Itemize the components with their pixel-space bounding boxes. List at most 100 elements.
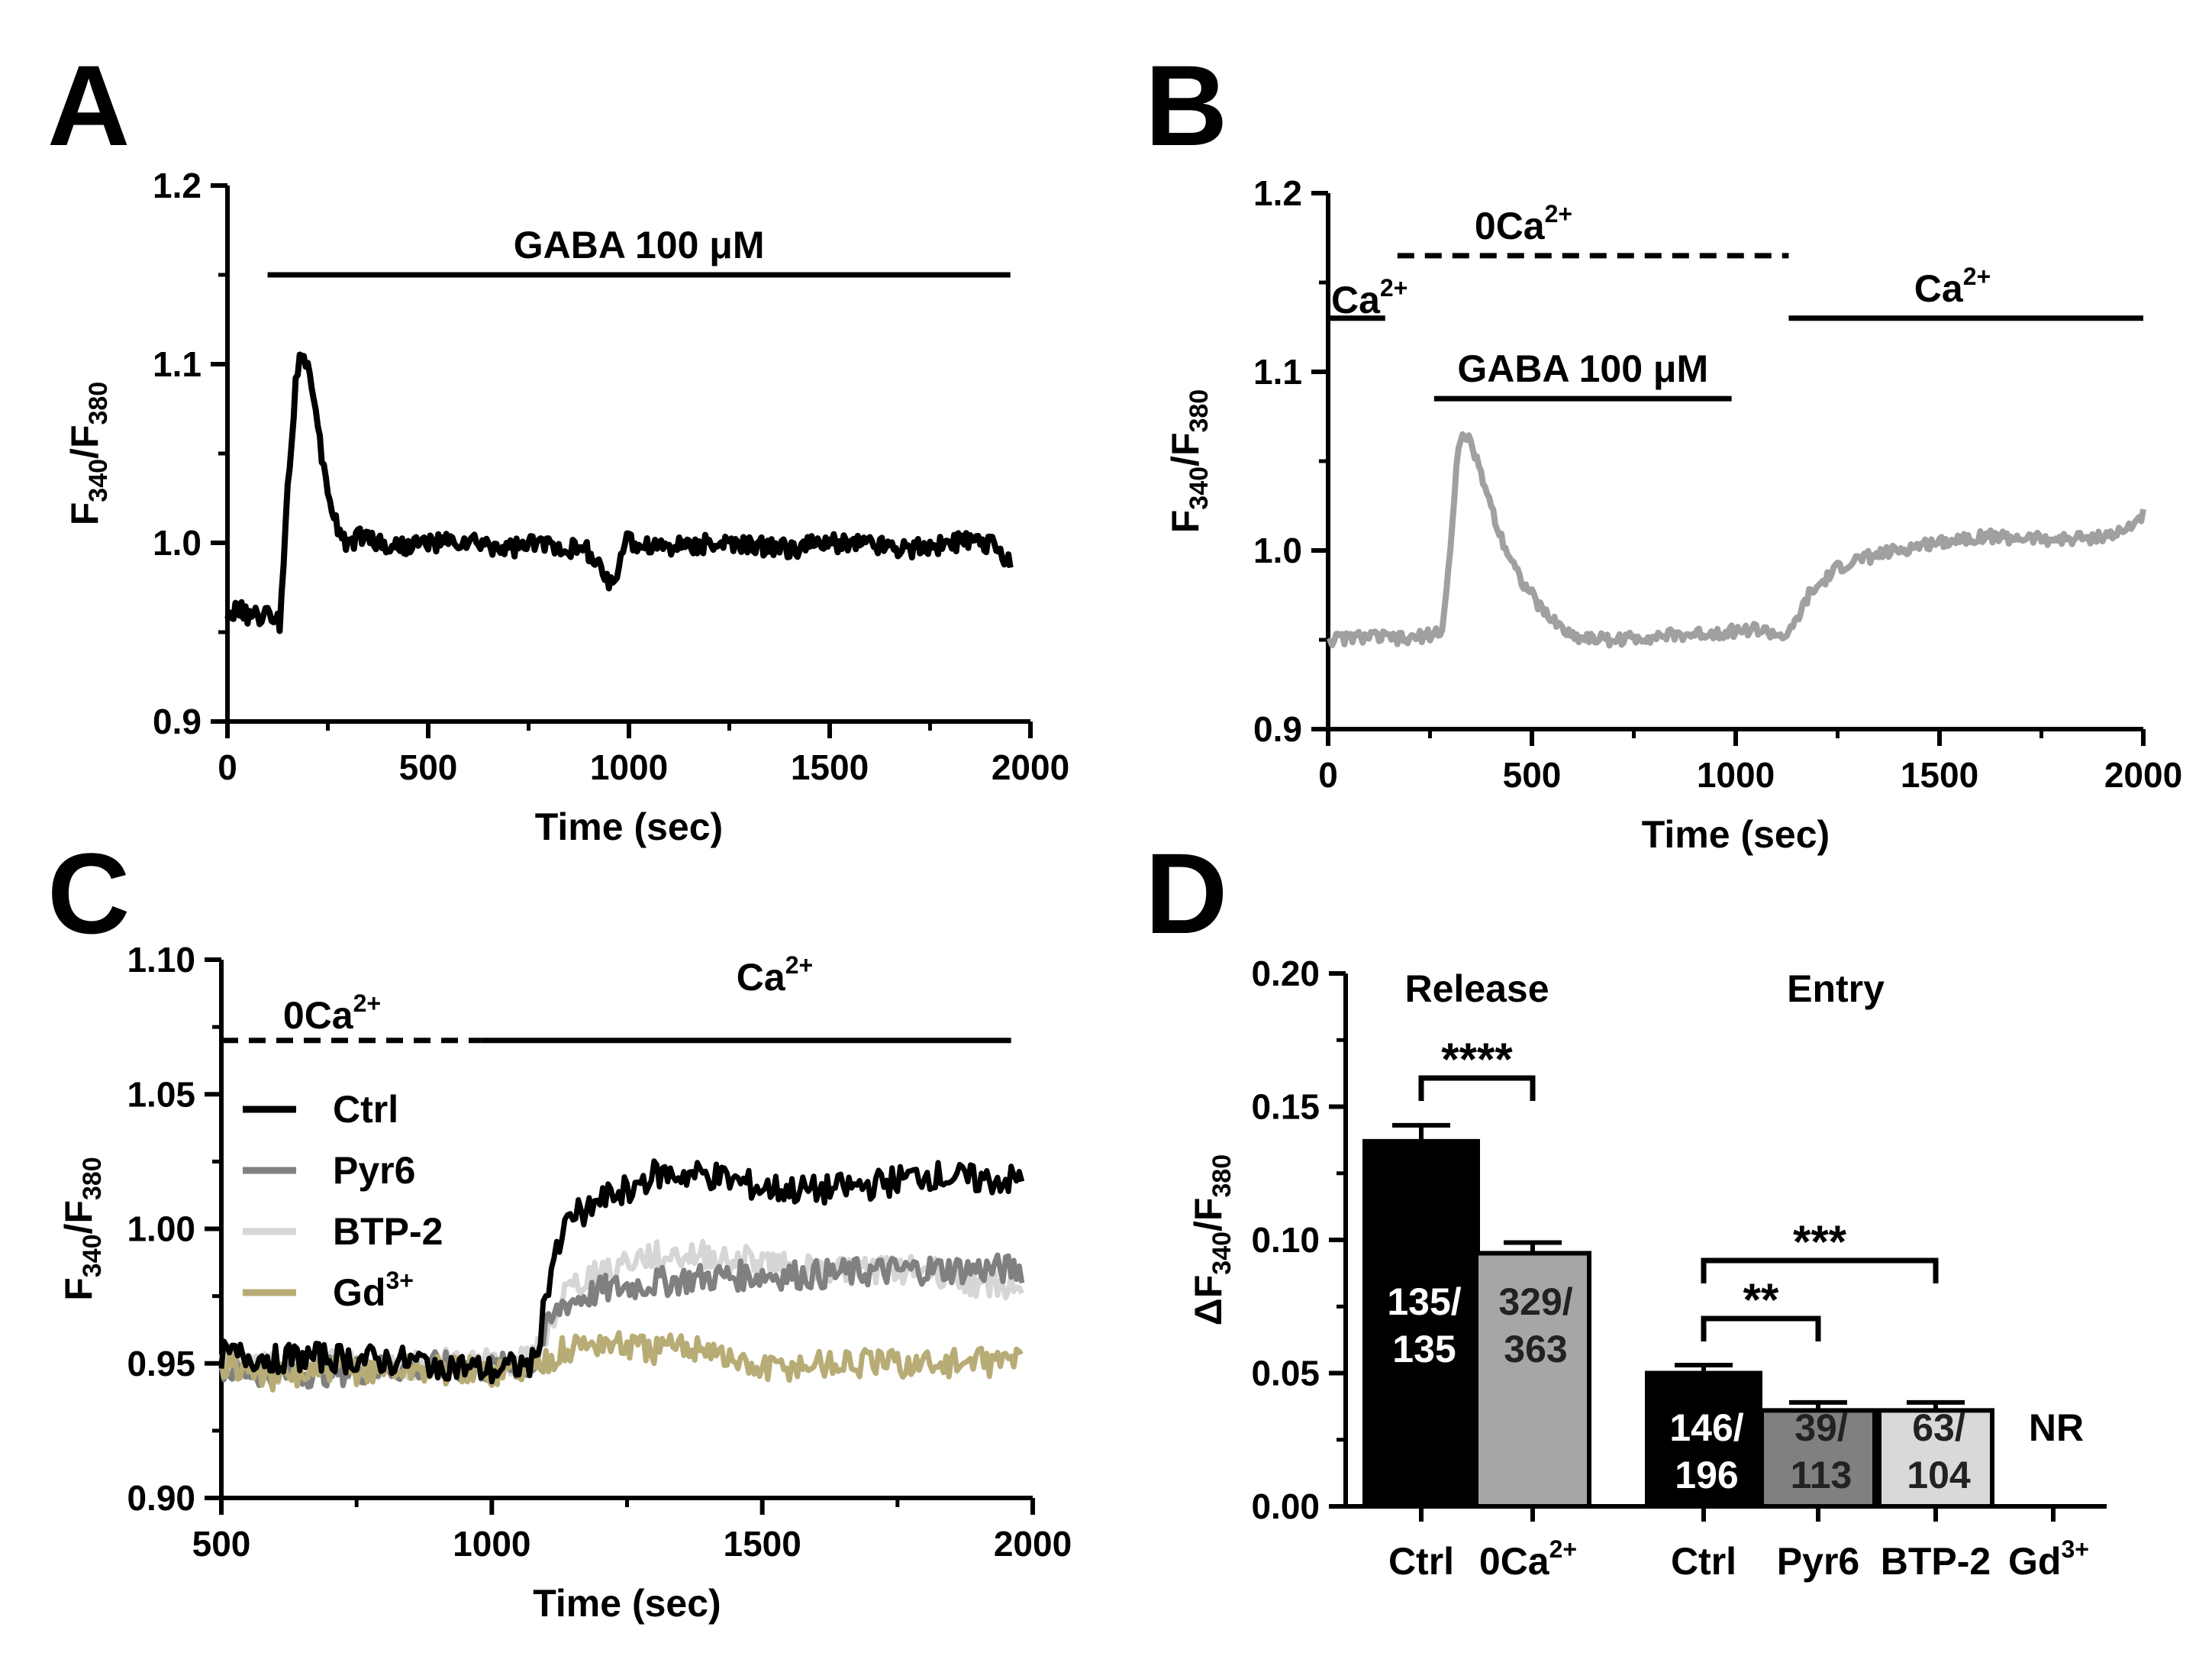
panel-letter-d: D xyxy=(1145,829,1227,957)
panel-d-bar-label-0ca2-1-line1: 329/ xyxy=(1498,1280,1572,1323)
panel-c-legend-label-gd3-sup: 3+ xyxy=(385,1267,413,1294)
panel-d-bar-label-pyr6-3-line1: 39/ xyxy=(1794,1406,1848,1449)
panel-a-y-axis-label-main: F xyxy=(63,502,106,526)
panel-c-legend-label-ctrl: Ctrl xyxy=(333,1088,398,1131)
panel-d-y-axis-label-slash: /F xyxy=(1187,1198,1230,1232)
panel-b-annotation-ca: Ca2+ xyxy=(1331,274,1407,321)
panel-c-x-tick-label: 1000 xyxy=(453,1524,530,1564)
panel-c-y-axis-label-sub2: 380 xyxy=(78,1157,107,1200)
panel-d-x-tick-label-pyr6-3: Pyr6 xyxy=(1777,1540,1859,1583)
panel-c-legend-label-gd3: Gd3+ xyxy=(333,1267,414,1314)
panel-d-y-tick-label: 0.05 xyxy=(1251,1354,1320,1393)
panel-b-annotation-ca-sup: 2+ xyxy=(1380,274,1407,302)
panel-d-bar-label-ctrl-0-line1: 135/ xyxy=(1387,1280,1461,1323)
panel-a-x-tick-label: 500 xyxy=(399,747,458,787)
panel-d-y-axis-label-main: ΔF xyxy=(1187,1275,1230,1325)
panel-c-annotation-zero-ca-sup: 2+ xyxy=(353,989,381,1017)
panel-d-bar-label-0ca2-1-line2: 363 xyxy=(1504,1328,1567,1370)
panel-d-y-tick-label: 0.15 xyxy=(1251,1087,1320,1127)
panel-b-annotation-ca-main: Ca xyxy=(1914,267,1964,310)
panel-b-y-tick-label: 1.2 xyxy=(1253,173,1302,213)
panel-b-annotation-ca: Ca2+ xyxy=(1914,263,1991,310)
panel-d-bar-label-pyr6-3-line2: 113 xyxy=(1791,1454,1852,1496)
panel-b-annotation-ca-main: Ca xyxy=(1331,279,1381,321)
panel-d-bar-label-ctrl-2-line2: 196 xyxy=(1675,1454,1738,1496)
panel-a-x-axis-label: Time (sec) xyxy=(535,805,723,848)
panel-a-annotation-gaba: GABA 100 μM xyxy=(514,224,765,266)
panel-c-y-tick-label: 0.95 xyxy=(127,1344,195,1383)
panel-a-y-axis-label-sub1: 340 xyxy=(84,459,113,502)
panel-b-series-trace xyxy=(1326,431,2146,649)
panel-b-y-tick-label: 1.1 xyxy=(1253,352,1302,392)
panel-d-x-tick-label-0ca2-1-main: 0Ca xyxy=(1479,1540,1550,1583)
panel-d-bar-0ca2-1 xyxy=(1474,1251,1591,1509)
panel-a-x-tick-label: 2000 xyxy=(992,747,1069,787)
panel-a-y-axis-label-sub2: 380 xyxy=(84,382,113,425)
panel-d-x-tick-label-0ca2-1-sup: 2+ xyxy=(1549,1535,1577,1563)
panel-d-significance-label-1: ** xyxy=(1743,1274,1779,1325)
panel-d-x-tick-label-gd3-5-sup: 3+ xyxy=(2061,1535,2088,1563)
panel-c-series-ctrl xyxy=(218,1158,1025,1385)
panel-c-y-axis-label-slash: /F xyxy=(57,1200,100,1234)
panel-a-y-tick-label: 1.1 xyxy=(153,344,202,384)
panel-a-y-tick-label: 1.2 xyxy=(153,166,202,205)
panel-c-annotation-ca: Ca2+ xyxy=(737,951,813,999)
panel-d-bar-label-ctrl-2-line1: 146/ xyxy=(1669,1406,1743,1449)
panel-c-y-axis-label: F340/F380 xyxy=(57,1157,107,1300)
panel-a-y-tick-label: 1.0 xyxy=(153,523,202,563)
panel-c-legend-label-gd3-main: Gd xyxy=(333,1271,385,1314)
panel-a-y-axis-label: F340/F380 xyxy=(63,382,113,525)
panel-b-y-axis-label-main: F xyxy=(1164,510,1207,534)
panel-d-group-label-release: Release xyxy=(1404,967,1549,1010)
panel-c-x-axis-label: Time (sec) xyxy=(533,1582,721,1625)
panel-b-y-axis-label: F340/F380 xyxy=(1164,389,1214,533)
panel-c-annotation-ca-main: Ca xyxy=(737,956,786,999)
panel-c-legend-label-pyr6: Pyr6 xyxy=(333,1149,415,1192)
panel-d-y-tick-label: 0.10 xyxy=(1251,1220,1320,1260)
panel-d-bar-ctrl-0 xyxy=(1362,1138,1480,1509)
panel-d-bar-chart: 0.00 0.05 0.10 0.15 0.20 ΔF340/F380 Release Ent… xyxy=(1187,954,2107,1583)
panel-c-annotation-ca-sup: 2+ xyxy=(785,951,813,979)
panel-letter-a: A xyxy=(47,41,130,169)
panel-c-annotation-zero-ca-main: 0Ca xyxy=(283,994,354,1037)
panel-b-y-axis-label-slash: /F xyxy=(1164,433,1207,466)
panel-d-x-tick-label-btp2-4: BTP-2 xyxy=(1881,1540,1991,1583)
panel-b-y-tick-label: 1.0 xyxy=(1253,531,1302,570)
panel-c-y-tick-label: 0.90 xyxy=(127,1478,195,1518)
panel-a-series-trace xyxy=(224,351,1014,634)
panel-b-x-tick-label: 1500 xyxy=(1901,755,1978,795)
panel-c-annotation-zero-ca: 0Ca2+ xyxy=(283,989,381,1037)
panel-d-y-tick-label: 0.20 xyxy=(1251,954,1320,993)
panel-b-annotation-zero-ca: 0Ca2+ xyxy=(1475,200,1572,247)
panel-letter-b: B xyxy=(1145,41,1227,169)
panel-b-y-axis-label-sub2: 380 xyxy=(1185,389,1214,433)
panel-b-x-tick-label: 1000 xyxy=(1697,755,1775,795)
panel-d-x-tick-label-gd3-5-main: Gd xyxy=(2008,1540,2061,1583)
panel-b-x-tick-label: 500 xyxy=(1503,755,1562,795)
panel-d-x-tick-label-ctrl-2: Ctrl xyxy=(1671,1540,1736,1583)
panel-d-significance-label-2: *** xyxy=(1793,1216,1847,1267)
panel-b-annotation-gaba: GABA 100 μM xyxy=(1457,347,1708,390)
panel-b-annotation-ca-sup: 2+ xyxy=(1963,263,1991,290)
panel-b-x-tick-label: 2000 xyxy=(2104,755,2182,795)
panel-d-significance-bracket-2 xyxy=(1701,1257,1939,1283)
panel-a-y-tick-label: 0.9 xyxy=(153,702,202,741)
panel-c-x-tick-label: 2000 xyxy=(994,1524,1072,1564)
panel-d-y-axis-label-sub1: 340 xyxy=(1208,1232,1237,1275)
panel-d-bar-label-btp2-4-line1: 63/ xyxy=(1912,1406,1965,1449)
panel-c-y-tick-label: 1.10 xyxy=(127,940,195,980)
panel-c-y-tick-label: 1.05 xyxy=(127,1074,195,1114)
panel-a-x-tick-label: 1000 xyxy=(590,747,668,787)
panel-d-significance-label-0: **** xyxy=(1441,1034,1513,1085)
panel-b-y-axis-label-sub1: 340 xyxy=(1185,466,1214,510)
panel-d-significance-bracket-0 xyxy=(1418,1075,1536,1101)
panel-d-x-tick-label-ctrl-0: Ctrl xyxy=(1388,1540,1454,1583)
panel-d-bar-label-gd3-5-line1: NR xyxy=(2029,1406,2084,1449)
panel-d-significance-bracket-1 xyxy=(1701,1315,1821,1341)
panel-c-x-tick-label: 1500 xyxy=(723,1524,801,1564)
panel-d-group-label-entry: Entry xyxy=(1787,967,1885,1010)
panel-d-y-axis-label-sub2: 380 xyxy=(1208,1154,1237,1198)
